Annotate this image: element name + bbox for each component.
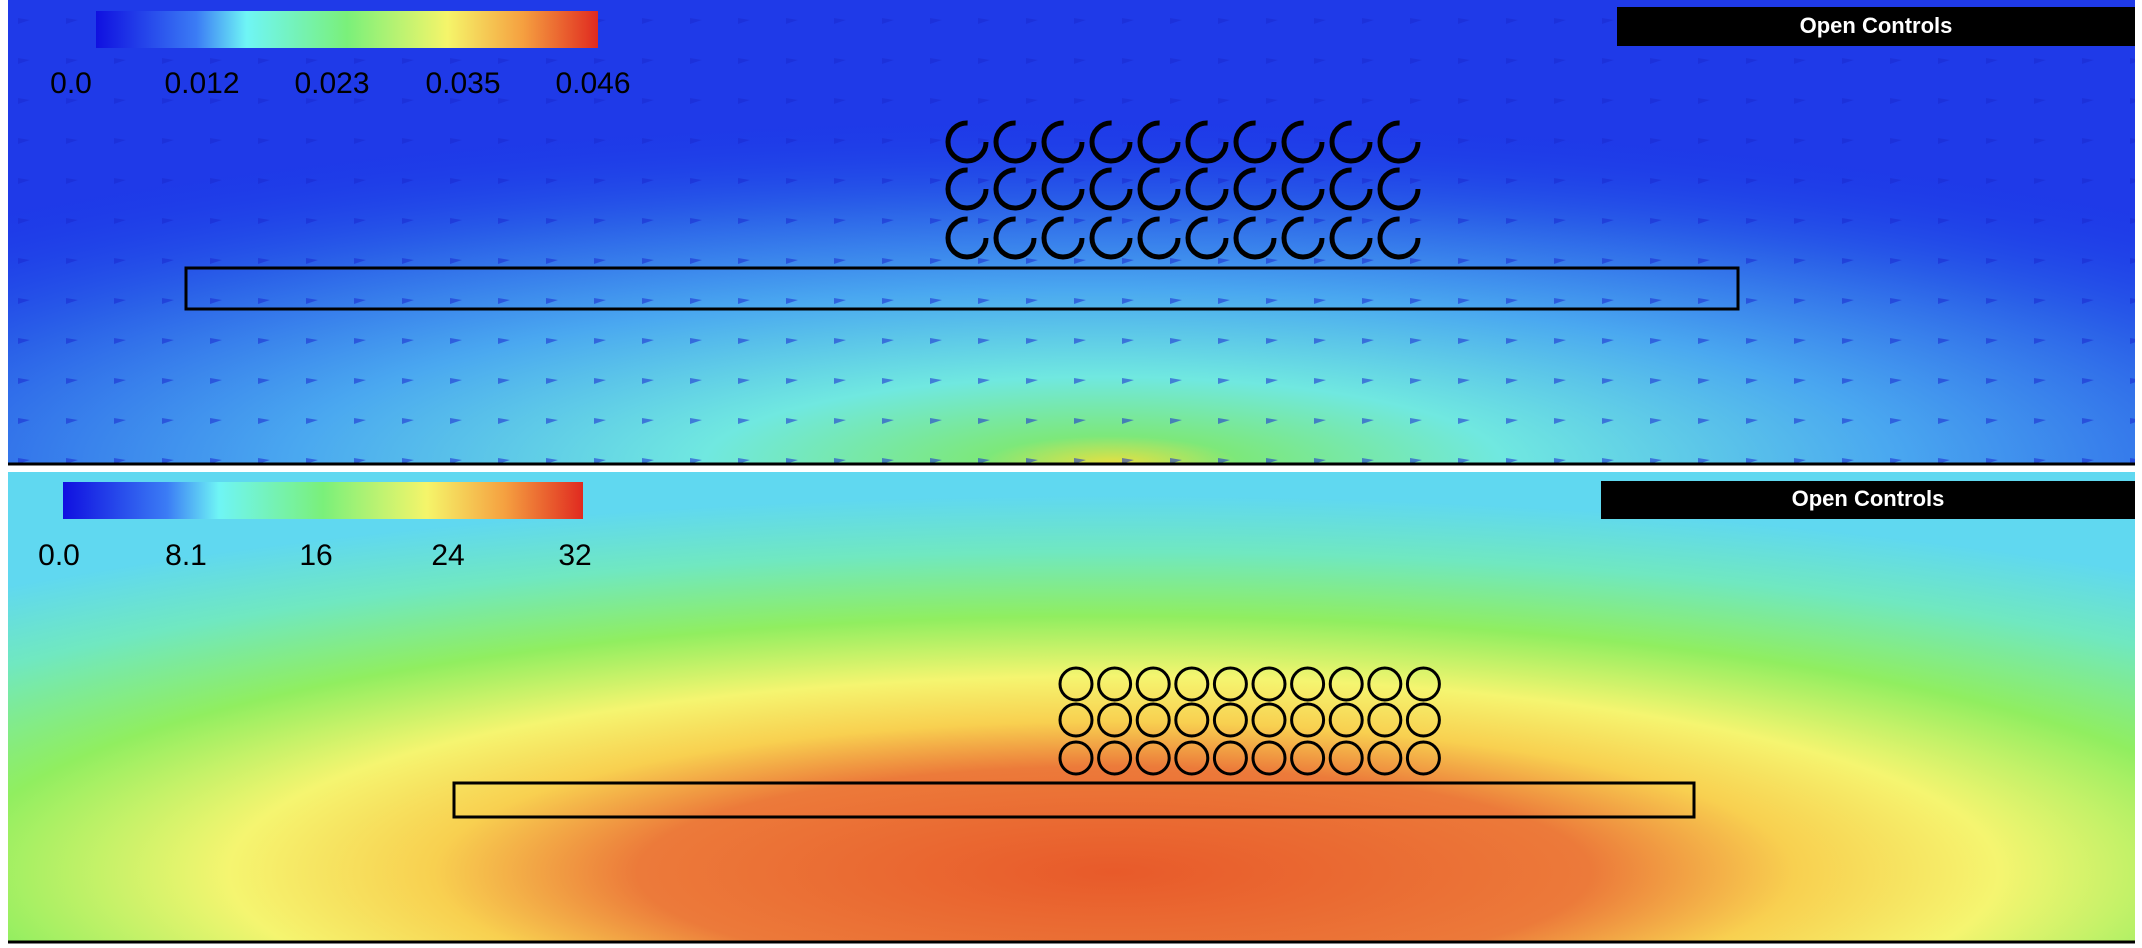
coil (1137, 167, 1181, 211)
coil (1089, 216, 1133, 260)
colorbar-label: 0.012 (164, 67, 239, 100)
coil (1281, 120, 1325, 164)
coil (1174, 740, 1210, 776)
coil (1135, 666, 1171, 702)
coil (1135, 740, 1171, 776)
colorbar-label: 0.0 (50, 67, 92, 100)
colorbar-label: 0.0 (38, 539, 80, 572)
coil-group (1058, 666, 1441, 776)
button-background[interactable] (1601, 481, 2135, 519)
coil (1058, 740, 1094, 776)
button-label[interactable]: Open Controls (1800, 13, 1953, 38)
flux-panel: 0.0 0.012 0.023 0.035 0.046 Open Control… (8, 0, 2135, 466)
coil (945, 216, 989, 260)
coil (1328, 702, 1364, 738)
coil (1097, 740, 1133, 776)
coil (1233, 167, 1277, 211)
colorbar (96, 11, 598, 48)
coil (1174, 702, 1210, 738)
coil (1377, 216, 1421, 260)
colorbar-label: 24 (431, 539, 464, 572)
coil (1097, 666, 1133, 702)
coil (993, 167, 1037, 211)
coil (1185, 167, 1229, 211)
colorbar-label: 0.046 (555, 67, 630, 100)
coil (1281, 216, 1325, 260)
colorbar-label: 0.023 (294, 67, 369, 100)
coil (1041, 120, 1085, 164)
coil (1377, 167, 1421, 211)
coil (1185, 216, 1229, 260)
coil (1137, 120, 1181, 164)
field-background (8, 472, 2135, 943)
coil (1290, 702, 1326, 738)
coil-group (945, 120, 1421, 260)
coil (1405, 666, 1441, 702)
coil (1329, 216, 1373, 260)
coil (1212, 702, 1248, 738)
coil (1137, 216, 1181, 260)
coil (1251, 740, 1287, 776)
coil (1367, 666, 1403, 702)
colorbar-label: 16 (299, 539, 332, 572)
coil (1089, 120, 1133, 164)
coil (1097, 702, 1133, 738)
vector-arrows (8, 0, 2135, 464)
coil (1251, 666, 1287, 702)
coil (1405, 702, 1441, 738)
button-background[interactable] (1617, 7, 2135, 46)
coil (1281, 167, 1325, 211)
button-label[interactable]: Open Controls (1792, 486, 1945, 511)
coil (1058, 666, 1094, 702)
coil (1377, 120, 1421, 164)
coil (1233, 120, 1277, 164)
coil (1089, 167, 1133, 211)
colorbar-label: 32 (558, 539, 591, 572)
coil (1328, 740, 1364, 776)
coil (1174, 666, 1210, 702)
colorbar-label: 0.035 (425, 67, 500, 100)
coil (1058, 702, 1094, 738)
coil (1233, 216, 1277, 260)
coil (1290, 666, 1326, 702)
coil (1367, 740, 1403, 776)
coil (993, 120, 1037, 164)
plate (184, 266, 1740, 311)
coil (945, 167, 989, 211)
colorbar (63, 482, 583, 519)
coil (1185, 120, 1229, 164)
coil (1041, 167, 1085, 211)
coil (993, 216, 1037, 260)
coil (1290, 740, 1326, 776)
coil (1329, 120, 1373, 164)
coil (1329, 167, 1373, 211)
coil (1405, 740, 1441, 776)
potential-panel: 0.0 8.1 16 24 32 Open Controls (8, 472, 2135, 944)
plate (452, 781, 1696, 819)
open-controls-button[interactable]: Open Controls (1601, 481, 2135, 519)
coil (1367, 702, 1403, 738)
coil (1135, 702, 1171, 738)
coil (1041, 216, 1085, 260)
coil (1251, 702, 1287, 738)
coil (1328, 666, 1364, 702)
colorbar-label: 8.1 (165, 539, 207, 572)
open-controls-button[interactable]: Open Controls (1617, 7, 2135, 46)
coil (945, 120, 989, 164)
coil (1212, 740, 1248, 776)
coil (1212, 666, 1248, 702)
